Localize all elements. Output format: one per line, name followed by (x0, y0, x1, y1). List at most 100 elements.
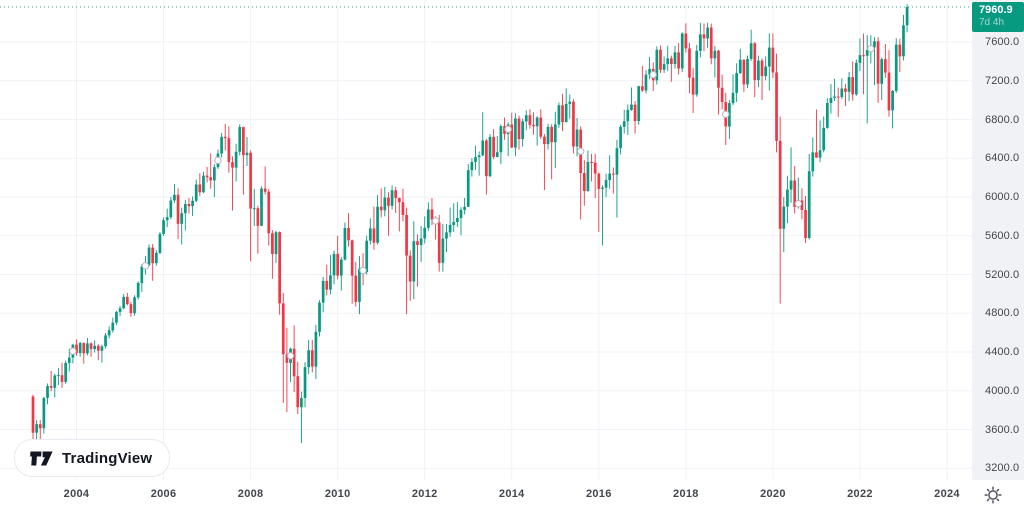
candle-body-up (46, 386, 49, 398)
candle-body-up (154, 252, 158, 264)
candle-body-up (575, 129, 579, 147)
x-axis-label: 2018 (673, 488, 699, 500)
candle-body-down (205, 175, 209, 178)
candle-body-up (202, 175, 205, 193)
candle-body-down (350, 240, 354, 276)
candle-body-down (684, 33, 688, 49)
candle-body-up (122, 296, 126, 309)
candle-body-up (321, 280, 325, 303)
candle-body-up (568, 101, 572, 104)
candle-wick (844, 83, 846, 106)
candle-body-down (408, 255, 412, 282)
candle-wick (649, 57, 651, 80)
candle-wick (598, 172, 600, 232)
y-axis-label: 5600.0 (985, 229, 1020, 242)
candle-body-down (387, 197, 390, 206)
candle-wick (714, 45, 716, 78)
candle-body-up (524, 115, 528, 122)
candle-body-up (107, 330, 111, 336)
candle-body-up (865, 50, 869, 56)
candle-body-up (426, 209, 430, 228)
candle-body-up (858, 55, 862, 63)
candle-body-down (517, 118, 521, 140)
candle-wick (300, 391, 302, 444)
candle-body-up (339, 259, 343, 276)
candle-wick (797, 177, 799, 209)
candle-body-up (615, 148, 619, 175)
candle-body-down (242, 127, 245, 156)
candle-body-up (358, 268, 361, 302)
tradingview-logo-link[interactable]: TradingView (14, 439, 171, 477)
candle-body-down (31, 396, 35, 433)
candle-body-up (307, 350, 311, 368)
candle-body-down (379, 206, 383, 211)
candle-body-up (767, 47, 771, 67)
candle-body-up (274, 232, 278, 254)
candle-body-down (347, 228, 350, 241)
candle-body-up (905, 7, 909, 26)
candle-body-up (57, 375, 60, 377)
candle-body-down (800, 200, 804, 210)
candle-body-down (372, 228, 376, 243)
time-scale[interactable]: 2004 2006 2008 2010 2012 2014 2016 2018 2020 2022… (0, 480, 1024, 509)
candle-body-down (862, 55, 865, 57)
candle-body-up (448, 224, 452, 233)
candle-wick (101, 344, 103, 363)
event-marker-icon (504, 125, 512, 133)
candle-wick (819, 120, 821, 163)
candle-wick (732, 74, 734, 105)
settings-gear-icon[interactable] (984, 486, 1002, 504)
candle-body-up (495, 152, 499, 157)
candle-body-up (183, 203, 187, 214)
candle-wick (616, 139, 618, 218)
candle-wick (482, 112, 484, 157)
candle-body-down (271, 233, 274, 254)
candle-wick (50, 370, 52, 392)
y-axis-label: 7600.0 (985, 36, 1020, 48)
candle-body-down (883, 59, 887, 73)
candle-body-down (503, 126, 506, 134)
candle-body-down (209, 177, 213, 181)
candle-wick (213, 164, 215, 197)
chart-pane[interactable] (0, 0, 972, 480)
candle-body-down (125, 296, 129, 305)
candle-body-down (198, 184, 202, 193)
candle-body-down (292, 348, 296, 377)
candle-body-up (423, 227, 427, 239)
candle-body-up (245, 152, 249, 156)
candle-wick (533, 112, 534, 135)
candle-body-up (666, 58, 670, 65)
candle-wick (536, 116, 538, 146)
candle-body-down (677, 52, 680, 69)
candle-body-up (368, 228, 372, 241)
candle-body-down (38, 424, 42, 429)
candle-body-up (136, 282, 140, 298)
candle-body-down (394, 190, 398, 198)
x-axis-label: 2024 (934, 488, 960, 500)
candle-wick (192, 196, 194, 216)
y-axis-label: 7200.0 (985, 74, 1020, 87)
candle-body-up (891, 90, 894, 111)
candle-body-down (281, 303, 285, 355)
y-axis-label: 3600.0 (985, 423, 1020, 436)
candle-body-up (169, 200, 173, 218)
candle-wick (57, 367, 59, 385)
candle-wick (859, 38, 861, 72)
candle-body-down (267, 191, 271, 234)
candle-wick (326, 264, 328, 296)
candle-body-up (158, 233, 162, 253)
event-marker-icon (576, 147, 585, 155)
candle-wick (609, 155, 611, 189)
candle-body-up (673, 52, 677, 64)
candle-body-up (459, 209, 463, 219)
x-axis-label: 2016 (585, 488, 612, 500)
candle-body-up (746, 58, 749, 85)
candle-body-up (180, 213, 184, 224)
candle-wick (601, 185, 603, 246)
y-axis-label: 4000.0 (985, 384, 1020, 397)
price-scale[interactable]: 7600.0 7200.0 6800.0 6400.0 6000.0 5600.0 5200… (972, 0, 1024, 480)
candle-body-up (477, 155, 481, 158)
candle-body-up (735, 73, 738, 93)
candle-body-up (608, 173, 612, 181)
